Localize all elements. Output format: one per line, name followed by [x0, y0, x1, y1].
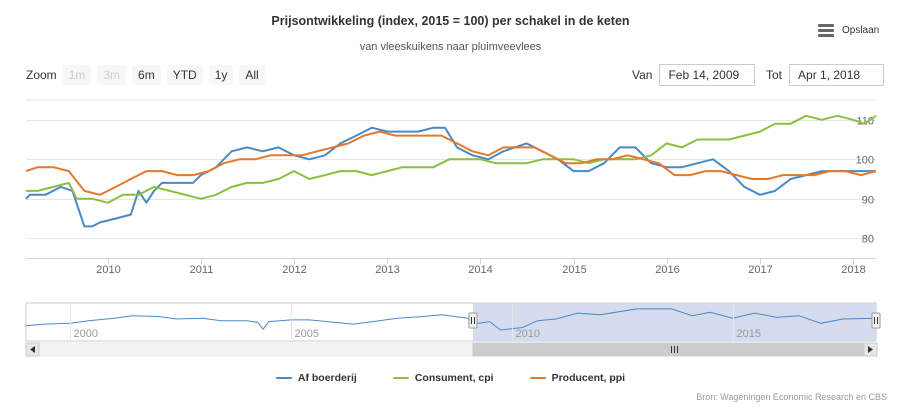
legend-item-consumer[interactable]: Consument, cpi: [392, 372, 494, 384]
navigator[interactable]: 2000 2005 2010 2015: [25, 302, 881, 342]
zoom-button-3m[interactable]: 3m: [97, 65, 127, 85]
x-tick-label: 2011: [190, 264, 214, 276]
navigator-tick-label: 2010: [516, 328, 540, 340]
navigator-tick-label: 2000: [74, 328, 98, 340]
y-tick-label: 90: [862, 195, 874, 207]
x-tick-label: 2014: [468, 264, 492, 276]
range-from: Van Feb 14, 2009: [632, 64, 756, 86]
x-axis: 2010 2011 2012 2013 2014 2015 2016 2017 2018: [26, 258, 876, 276]
scrollbar[interactable]: [25, 342, 878, 357]
series-lines: [25, 114, 877, 228]
zoom-button-ytd[interactable]: YTD: [166, 65, 203, 85]
hamburger-menu-icon: [818, 23, 834, 37]
legend-label-farm: Af boerderij: [297, 372, 357, 384]
x-tick-label: 2017: [748, 264, 772, 276]
credits: Bron: Wageningen Economic Research en CB…: [696, 392, 887, 402]
zoom-label: Zoom: [26, 68, 57, 82]
y-tick-label: 80: [862, 234, 874, 246]
legend-label-consumer: Consument, cpi: [414, 372, 494, 384]
range-to: Tot Apr 1, 2018: [766, 64, 885, 86]
y-axis: 80 90 100 110: [856, 116, 874, 246]
legend-swatch-consumer: [392, 377, 409, 379]
legend-label-producer: Producent, ppi: [551, 372, 626, 384]
x-tick-label: 2010: [96, 264, 120, 276]
range-from-label: Van: [632, 68, 653, 82]
range-to-input[interactable]: Apr 1, 2018: [789, 64, 885, 86]
export-menu-label: Opslaan: [842, 24, 880, 36]
legend-swatch-farm: [275, 377, 292, 379]
series-line-farm: [25, 126, 876, 228]
zoom-button-1y[interactable]: 1y: [208, 65, 234, 85]
navigator-tick-label: 2005: [295, 328, 319, 340]
navigator-series-line: [25, 308, 877, 331]
series-line-producer: [25, 130, 877, 196]
zoom-button-all[interactable]: All: [239, 65, 265, 85]
zoom-selector: Zoom 1m 3m 6m YTD 1y All: [26, 64, 271, 86]
export-menu-button[interactable]: Opslaan: [818, 21, 879, 39]
range-to-label: Tot: [766, 68, 783, 82]
navigator-handle-right[interactable]: [871, 312, 881, 329]
navigator-tick-label: 2015: [737, 328, 761, 340]
legend-item-farm[interactable]: Af boerderij: [275, 372, 357, 384]
legend: Af boerderij Consument, cpi Producent, p…: [0, 372, 901, 384]
navigator-handle-left[interactable]: [468, 312, 478, 329]
handle-body: [871, 312, 881, 329]
x-tick-label: 2015: [562, 264, 586, 276]
x-tick-label: 2016: [655, 264, 679, 276]
handle-body: [468, 312, 478, 329]
chart-canvas: 2010 2011 2012 2013 2014 2015 2016 2017 2018 80 9…: [25, 99, 881, 357]
arrow-right-icon: [868, 346, 873, 353]
chart-subtitle: van vleeskuikens naar pluimveevlees: [359, 41, 542, 53]
y-tick-label: 110: [856, 116, 874, 128]
grid-lines: [26, 99, 876, 239]
x-tick-label: 2013: [375, 264, 399, 276]
series-line-consumer: [26, 114, 877, 204]
chart-title: Prijsontwikkeling (index, 2015 = 100) pe…: [271, 14, 630, 28]
legend-swatch-producer: [529, 377, 546, 379]
y-tick-label: 100: [856, 155, 874, 167]
x-tick-label: 2012: [282, 264, 306, 276]
zoom-button-1m[interactable]: 1m: [62, 65, 92, 85]
zoom-button-6m[interactable]: 6m: [132, 65, 161, 85]
legend-item-producer[interactable]: Producent, ppi: [529, 372, 626, 384]
arrow-left-icon: [30, 346, 35, 353]
x-tick-label: 2018: [841, 264, 865, 276]
range-from-input[interactable]: Feb 14, 2009: [659, 64, 756, 86]
